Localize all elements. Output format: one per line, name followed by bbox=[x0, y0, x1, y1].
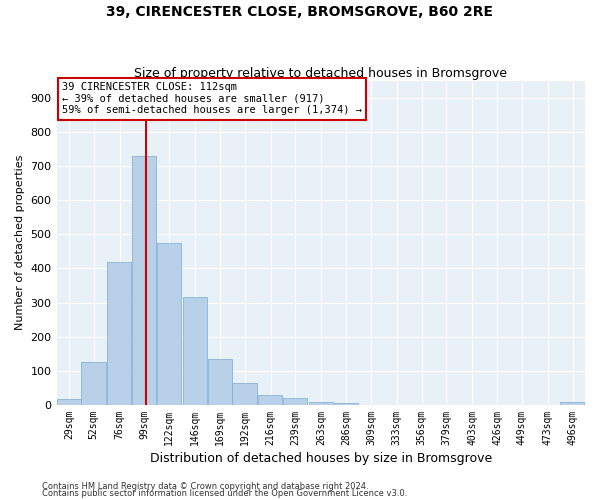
Title: Size of property relative to detached houses in Bromsgrove: Size of property relative to detached ho… bbox=[134, 66, 507, 80]
Bar bbox=[132, 156, 157, 405]
Bar bbox=[56, 399, 81, 405]
Text: Contains public sector information licensed under the Open Government Licence v3: Contains public sector information licen… bbox=[42, 490, 407, 498]
Y-axis label: Number of detached properties: Number of detached properties bbox=[15, 155, 25, 330]
Bar bbox=[82, 362, 106, 405]
Bar bbox=[283, 398, 307, 405]
Bar bbox=[309, 402, 333, 405]
Text: 39, CIRENCESTER CLOSE, BROMSGROVE, B60 2RE: 39, CIRENCESTER CLOSE, BROMSGROVE, B60 2… bbox=[107, 5, 493, 19]
Bar bbox=[157, 243, 181, 405]
Bar bbox=[208, 359, 232, 405]
Bar bbox=[334, 403, 358, 405]
X-axis label: Distribution of detached houses by size in Bromsgrove: Distribution of detached houses by size … bbox=[149, 452, 492, 465]
Bar bbox=[107, 262, 131, 405]
Text: 39 CIRENCESTER CLOSE: 112sqm
← 39% of detached houses are smaller (917)
59% of s: 39 CIRENCESTER CLOSE: 112sqm ← 39% of de… bbox=[62, 82, 362, 116]
Bar bbox=[232, 384, 257, 405]
Bar bbox=[258, 396, 283, 405]
Bar bbox=[183, 298, 207, 405]
Text: Contains HM Land Registry data © Crown copyright and database right 2024.: Contains HM Land Registry data © Crown c… bbox=[42, 482, 368, 491]
Bar bbox=[560, 402, 584, 405]
